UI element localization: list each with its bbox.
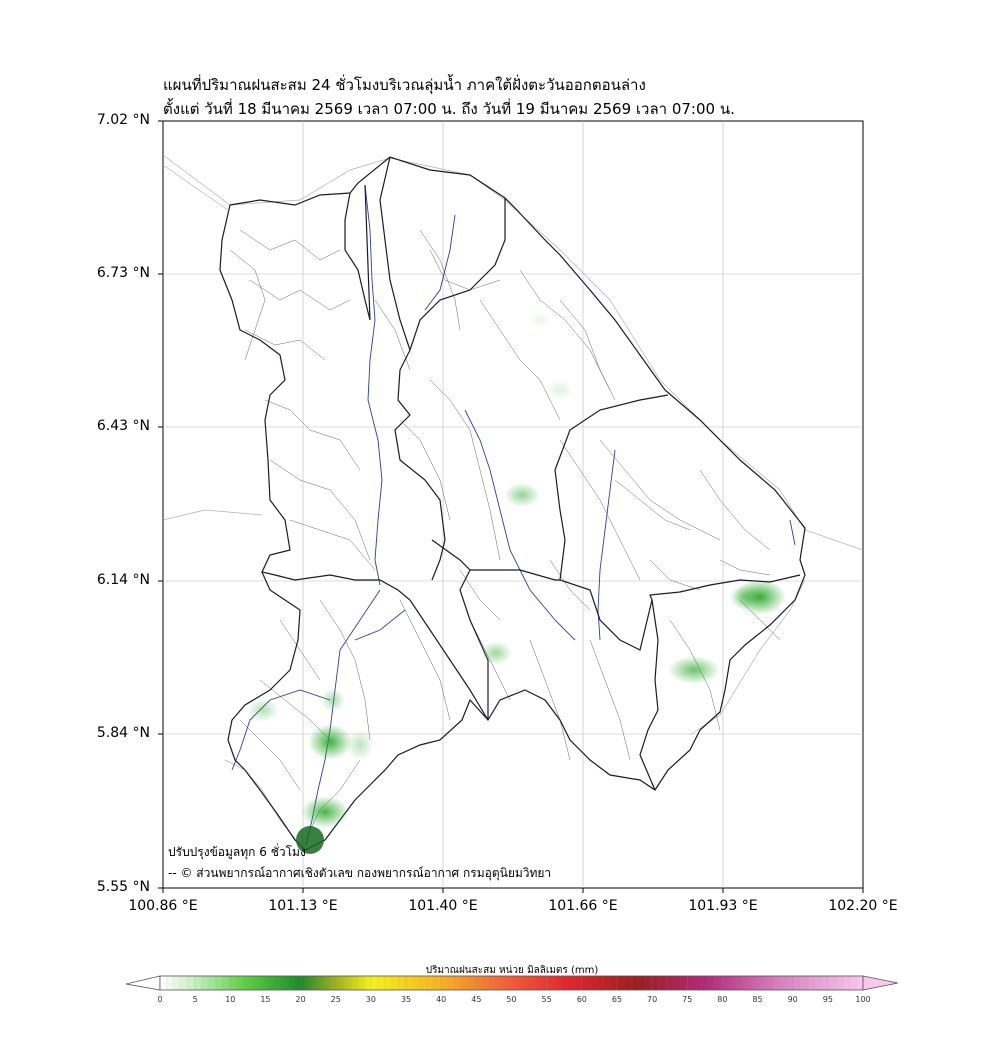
rain-spot	[301, 796, 349, 828]
credit-note: -- © ส่วนพยากรณ์อากาศเชิงตัวเลข กองพยากร…	[168, 866, 552, 880]
rain-spot	[729, 585, 761, 609]
colorbar-tick: 65	[611, 995, 623, 1004]
lon-tick-label: 101.66 °E	[548, 898, 618, 914]
lon-tick-label: 101.40 °E	[408, 898, 478, 914]
colorbar-tick: 20	[295, 995, 306, 1004]
lat-tick-label: 7.02 °N	[96, 112, 150, 128]
rain-spot	[308, 724, 352, 760]
rain-spot	[546, 380, 574, 400]
lon-tick-label: 102.20 °E	[828, 898, 898, 914]
colorbar-tick: 45	[471, 995, 482, 1004]
colorbar-tick: 95	[822, 995, 833, 1004]
lat-tick-label: 6.43 °N	[96, 418, 150, 434]
basin-boundaries	[219, 156, 806, 851]
colorbar-tick: 15	[260, 995, 271, 1004]
stream-network	[229, 229, 781, 841]
lat-tick-label: 6.73 °N	[96, 265, 150, 281]
graticule	[163, 121, 863, 888]
colorbar-tick: 40	[436, 995, 447, 1004]
rainfall-overlay	[247, 312, 786, 854]
axis-ticks	[158, 120, 864, 893]
colorbar-tick: 100	[855, 995, 871, 1004]
colorbar-tick: 0	[157, 995, 163, 1004]
lon-tick-label: 100.86 °E	[128, 898, 198, 914]
rain-spot	[528, 312, 552, 328]
lon-tick-label: 101.93 °E	[688, 898, 758, 914]
rain-spot	[346, 729, 374, 761]
colorbar-tick: 35	[400, 995, 412, 1004]
colorbar-tick: 75	[682, 995, 693, 1004]
rain-spot	[480, 641, 512, 665]
colorbar-tick: 85	[752, 995, 763, 1004]
lat-tick-label: 5.84 °N	[96, 725, 150, 741]
rain-spot	[247, 698, 279, 722]
colorbar-divisions	[166, 976, 857, 990]
colorbar-tick: 70	[647, 995, 658, 1004]
colorbar-tick: 30	[365, 995, 376, 1004]
rain-spot	[504, 483, 540, 507]
colorbar-tick: 50	[506, 995, 517, 1004]
update-note: ปรับปรุงข้อมูลทุก 6 ชั่วโมง	[168, 845, 306, 859]
colorbar-tick: 90	[787, 995, 798, 1004]
colorbar-tick: 55	[541, 995, 552, 1004]
colorbar-tick: 5	[192, 995, 198, 1004]
lon-tick-label: 101.13 °E	[268, 898, 338, 914]
map-title-line2: ตั้งแต่ วันที่ 18 มีนาคม 2569 เวลา 07:00…	[163, 100, 735, 118]
colorbar	[125, 975, 899, 991]
lat-tick-label: 6.14 °N	[96, 572, 150, 588]
rain-spot	[296, 826, 324, 854]
colorbar-tick: 25	[330, 995, 341, 1004]
map-title-line1: แผนที่ปริมาณฝนสะสม 24 ชั่วโมงบริเวณลุ่มน…	[163, 76, 646, 94]
colorbar-tick: 10	[225, 995, 236, 1004]
colorbar-title: ปริมาณฝนสะสม หน่วย มิลลิเมตร (mm)	[425, 965, 599, 976]
rain-spot	[321, 688, 345, 712]
rain-spot	[668, 656, 720, 684]
colorbar-tick: 80	[717, 995, 728, 1004]
colorbar-tick: 60	[576, 995, 587, 1004]
lat-tick-label: 5.55 °N	[96, 879, 150, 895]
